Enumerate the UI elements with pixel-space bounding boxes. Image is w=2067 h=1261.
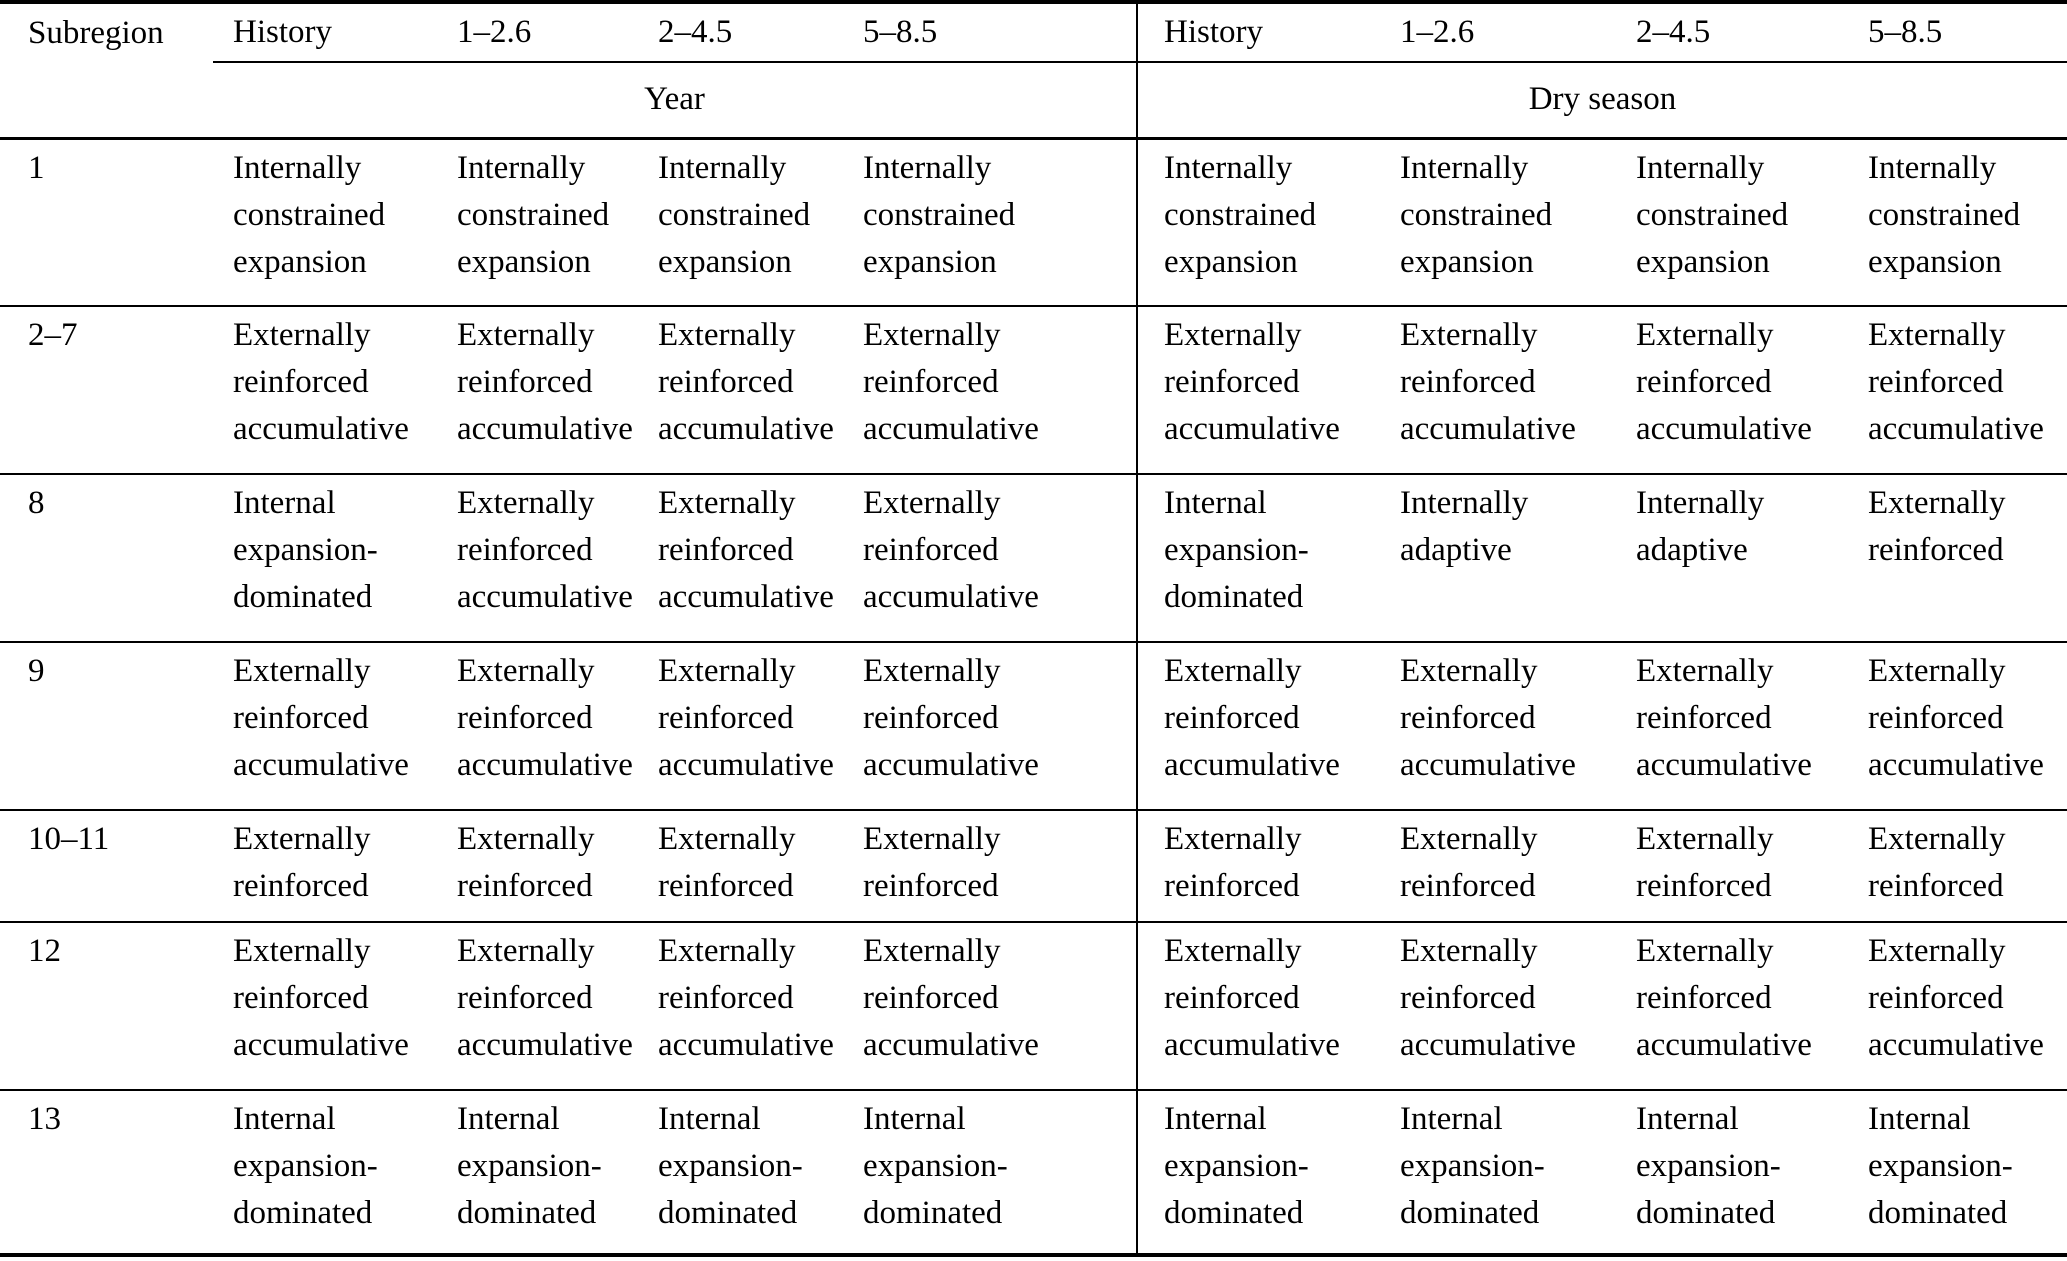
cell: Internal expansion- dominated [843, 1090, 1137, 1256]
group-header-year: Year [213, 62, 1137, 140]
cell: Externally reinforced [213, 810, 437, 923]
cell: Internally constrained expansion [843, 138, 1137, 307]
scenario-header-dry-1-2-6: 1–2.6 [1380, 2, 1616, 63]
cell: Externally reinforced accumulative [638, 922, 843, 1091]
cell: Internal expansion- dominated [213, 474, 437, 643]
cell: Externally reinforced accumulative [437, 306, 638, 475]
group-header-dry-season: Dry season [1136, 62, 2067, 140]
cell: Externally reinforced accumulative [843, 922, 1137, 1091]
row-label: 12 [0, 922, 213, 1091]
cell: Externally reinforced accumulative [213, 642, 437, 811]
cell: Externally reinforced accumulative [1136, 642, 1380, 811]
scenario-header-dry-2-4-5: 2–4.5 [1616, 2, 1848, 63]
cell: Externally reinforced accumulative [1848, 306, 2067, 475]
cell: Externally reinforced accumulative [1380, 642, 1616, 811]
cell: Internal expansion- dominated [1136, 1090, 1380, 1256]
cell: Internally constrained expansion [638, 138, 843, 307]
group-header-empty-corner [0, 62, 213, 140]
row-label: 8 [0, 474, 213, 643]
cell: Externally reinforced accumulative [437, 922, 638, 1091]
group-header-row: Year Dry season [0, 62, 2067, 140]
cell: Externally reinforced accumulative [1616, 642, 1848, 811]
cell: Internally adaptive [1380, 474, 1616, 643]
cell: Externally reinforced [1848, 474, 2067, 643]
cell: Externally reinforced [1848, 810, 2067, 923]
cell: Externally reinforced accumulative [437, 642, 638, 811]
corner-header-subregion: Subregion [28, 14, 164, 51]
cell: Externally reinforced accumulative [843, 474, 1137, 643]
cell: Internal expansion- dominated [213, 1090, 437, 1256]
cell: Externally reinforced accumulative [1136, 922, 1380, 1091]
cell: Internally constrained expansion [437, 138, 638, 307]
table-row-subregion-9: 9 Externally reinforced accumulative Ext… [0, 642, 2067, 811]
cell: Externally reinforced accumulative [1380, 922, 1616, 1091]
row-label: 10–11 [0, 810, 213, 923]
row-label: 2–7 [0, 306, 213, 475]
cell: Internally constrained expansion [1136, 138, 1380, 307]
scenario-header-dry-history: History [1136, 2, 1380, 63]
cell: Internal expansion- dominated [1616, 1090, 1848, 1256]
cell: Externally reinforced accumulative [843, 306, 1137, 475]
cell: Externally reinforced [1380, 810, 1616, 923]
row-label: 13 [0, 1090, 213, 1256]
cell: Externally reinforced accumulative [213, 306, 437, 475]
cell: Externally reinforced accumulative [1848, 922, 2067, 1091]
cell: Externally reinforced [638, 810, 843, 923]
scenario-header-dry-5-8-5: 5–8.5 [1848, 2, 2067, 63]
cell: Externally reinforced accumulative [213, 922, 437, 1091]
cell: Internally constrained expansion [213, 138, 437, 307]
table-row-subregion-12: 12 Externally reinforced accumulative Ex… [0, 922, 2067, 1091]
cell: Externally reinforced accumulative [638, 642, 843, 811]
cell: Internal expansion- dominated [437, 1090, 638, 1256]
row-label: 1 [0, 138, 213, 307]
cell: Internal expansion- dominated [638, 1090, 843, 1256]
cell: Externally reinforced accumulative [1848, 642, 2067, 811]
cell: Internal expansion- dominated [1848, 1090, 2067, 1256]
table-row-subregion-8: 8 Internal expansion- dominated External… [0, 474, 2067, 643]
cell: Externally reinforced [843, 810, 1137, 923]
cell: Internally adaptive [1616, 474, 1848, 643]
table-row-subregion-1: 1 Internally constrained expansion Inter… [0, 138, 2067, 307]
cell: Externally reinforced [1136, 810, 1380, 923]
scenario-header-year-5-8-5: 5–8.5 [843, 2, 1137, 63]
cell: Externally reinforced accumulative [1380, 306, 1616, 475]
scenario-header-year-2-4-5: 2–4.5 [638, 2, 843, 63]
cell: Externally reinforced accumulative [638, 306, 843, 475]
cell: Internal expansion- dominated [1380, 1090, 1616, 1256]
cell: Externally reinforced accumulative [843, 642, 1137, 811]
cell: Externally reinforced accumulative [1616, 922, 1848, 1091]
table-row-subregion-10-11: 10–11 Externally reinforced Externally r… [0, 810, 2067, 923]
cell: Internal expansion- dominated [1136, 474, 1380, 643]
scenario-header-year-history: History [213, 2, 437, 63]
cell: Externally reinforced accumulative [1616, 306, 1848, 475]
cell: Externally reinforced [1616, 810, 1848, 923]
cell: Internally constrained expansion [1380, 138, 1616, 307]
scenario-header-year-1-2-6: 1–2.6 [437, 2, 638, 63]
cell: Externally reinforced accumulative [1136, 306, 1380, 475]
cell: Internally constrained expansion [1848, 138, 2067, 307]
table-row-subregion-2-7: 2–7 Externally reinforced accumulative E… [0, 306, 2067, 475]
row-label: 9 [0, 642, 213, 811]
cell: Internally constrained expansion [1616, 138, 1848, 307]
table-row-subregion-13: 13 Internal expansion- dominated Interna… [0, 1090, 2067, 1256]
scenario-header-row: Subregion History 1–2.6 2–4.5 5–8.5 Hist… [0, 2, 2067, 63]
cell: Externally reinforced [437, 810, 638, 923]
cell: Externally reinforced accumulative [638, 474, 843, 643]
cell: Externally reinforced accumulative [437, 474, 638, 643]
